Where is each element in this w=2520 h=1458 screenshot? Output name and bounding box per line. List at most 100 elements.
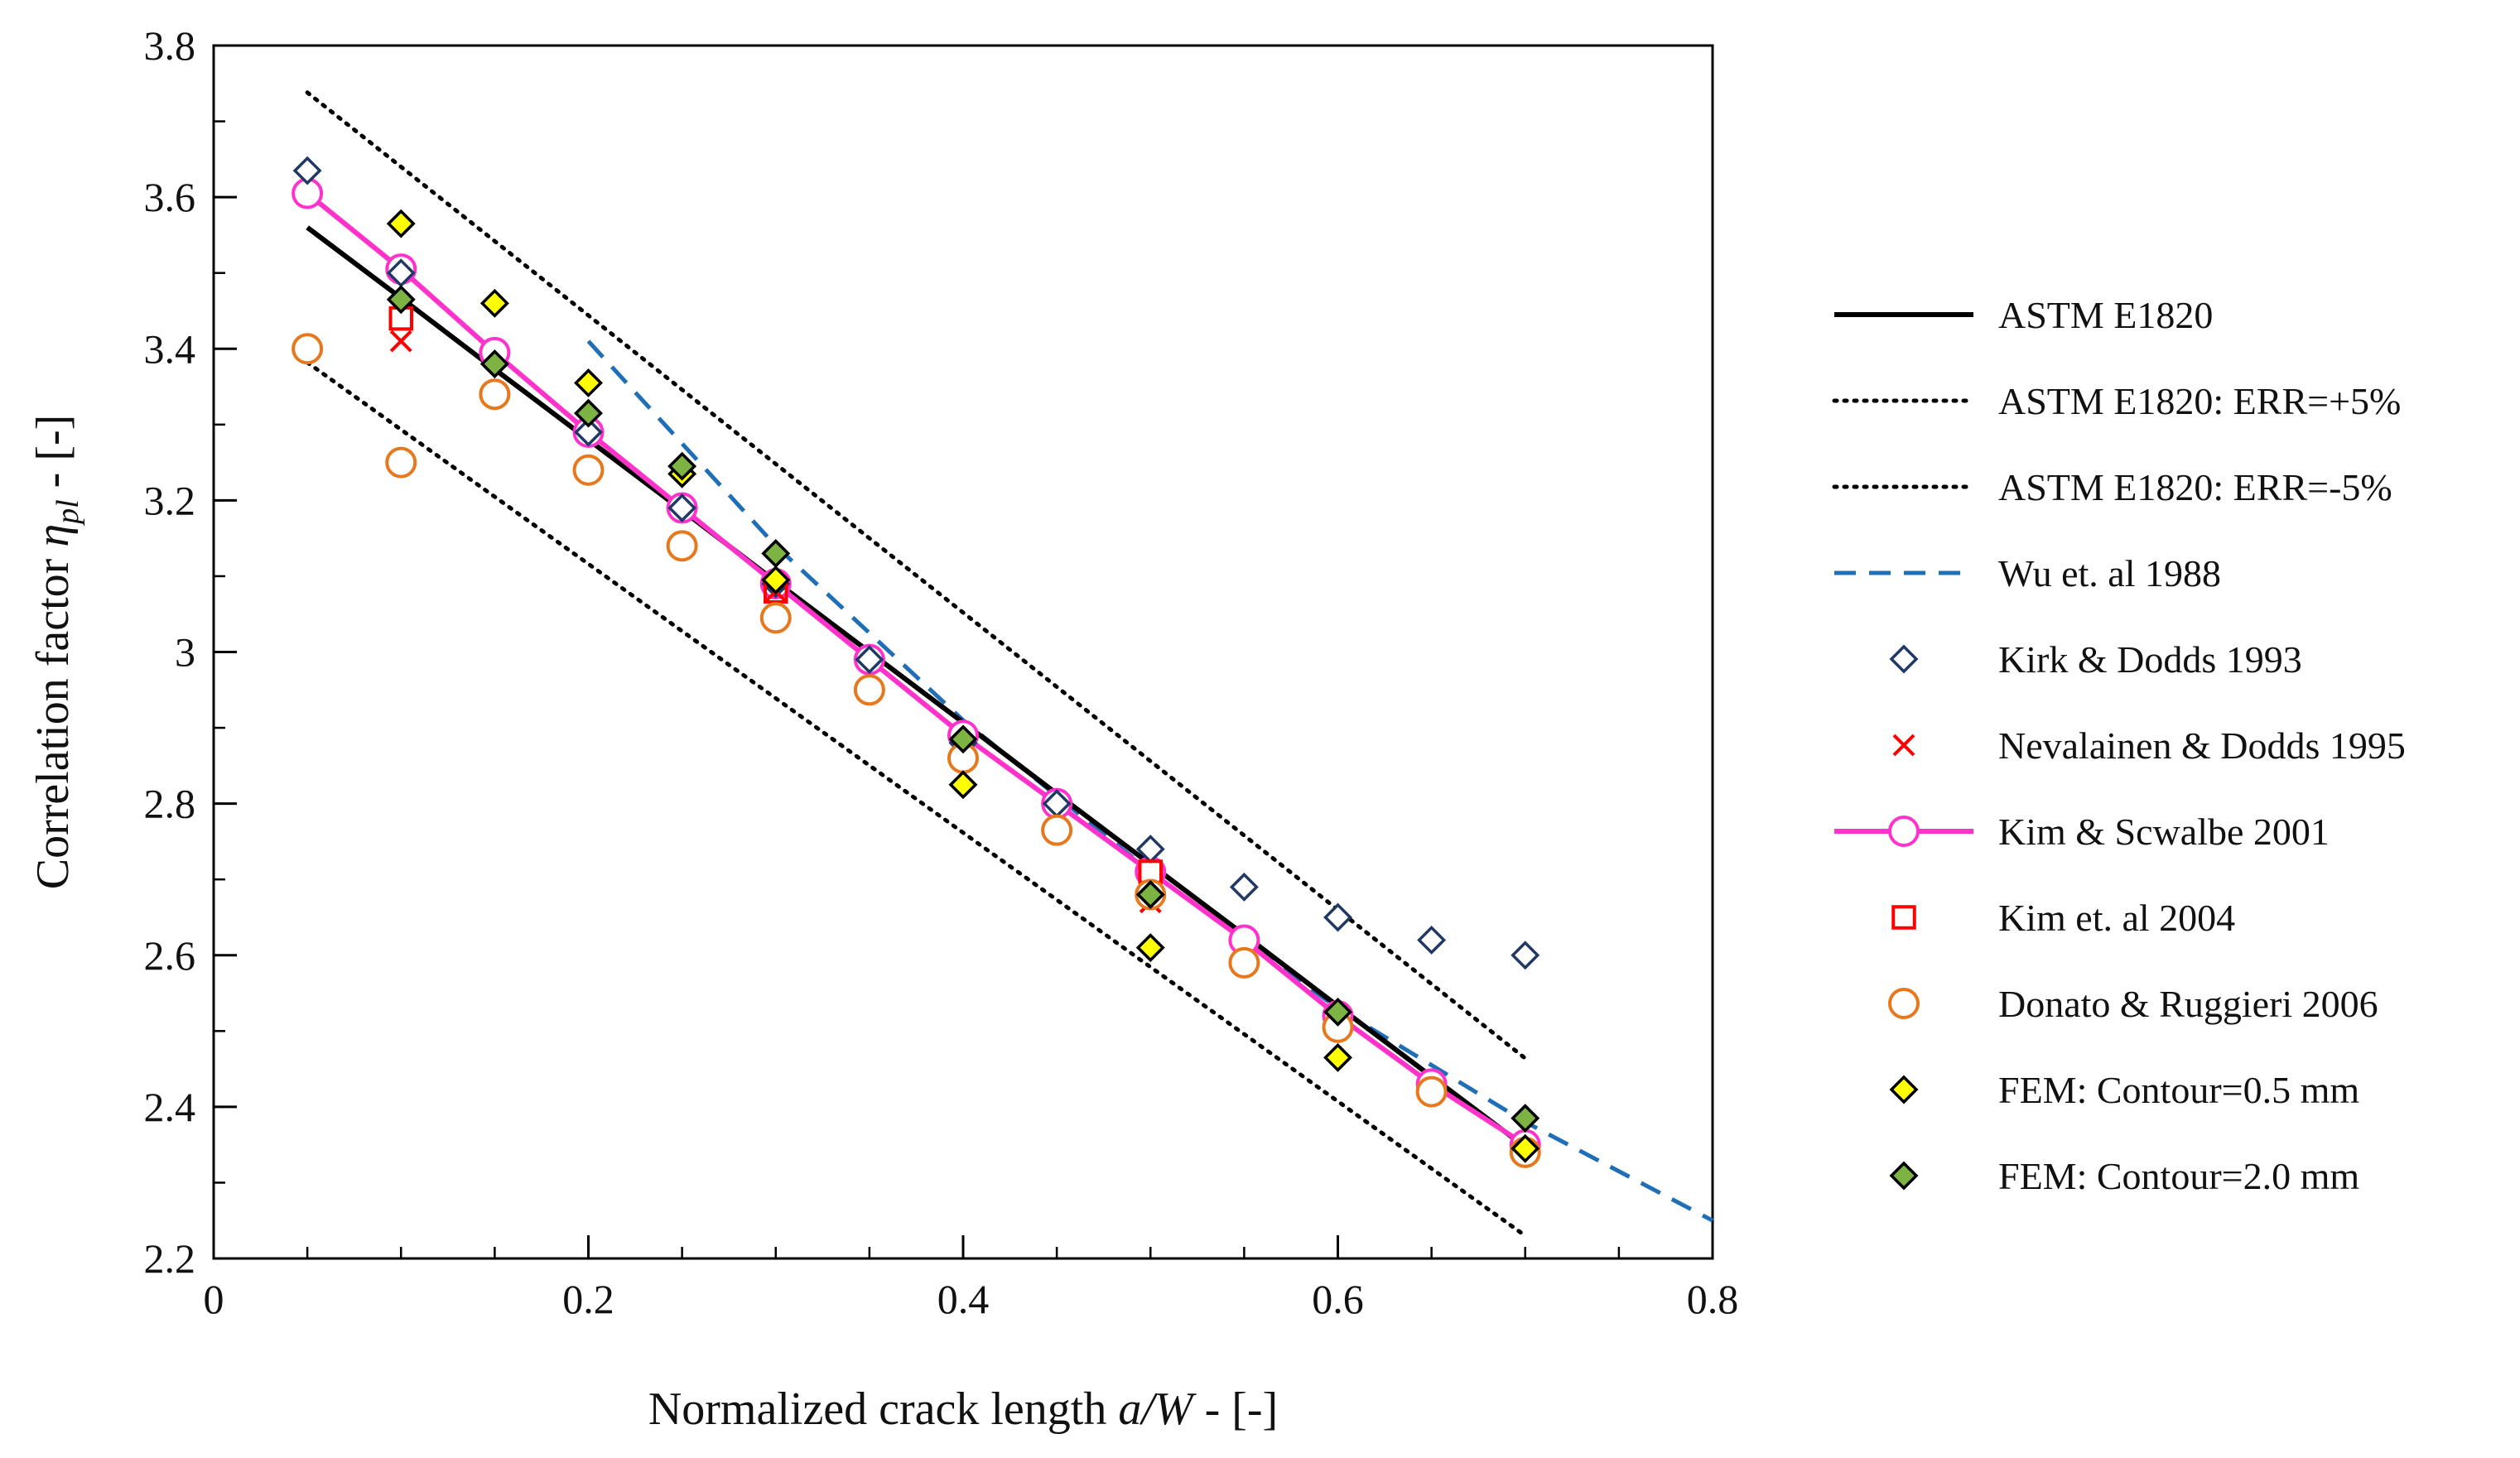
data-point [761, 565, 791, 594]
legend-item: Donato & Ruggieri 2006 [1888, 983, 2378, 1025]
plot-area [212, 44, 1714, 1260]
legend-item: Nevalainen & Dodds 1995 [1892, 724, 2406, 767]
y-axis-title-suffix: - [-] [27, 415, 79, 500]
legend-marker [1889, 644, 1919, 674]
data-point [292, 333, 324, 365]
x-tick-label: 0 [204, 1276, 224, 1322]
legend-marker [1891, 905, 1916, 930]
legend-label: ASTM E1820: ERR=-5% [1998, 466, 2392, 508]
data-point [853, 674, 885, 706]
y-tick-label: 3.6 [144, 174, 196, 220]
legend-label: Kim & Scwalbe 2001 [1998, 811, 2330, 853]
series-line [305, 90, 1528, 1061]
y-tick-label: 2.6 [144, 932, 196, 979]
y-tick-label: 2.4 [144, 1084, 196, 1130]
legend-item: ASTM E1820 [1834, 294, 2213, 336]
legend-marker [1888, 988, 1920, 1019]
data-point [385, 446, 417, 479]
legend-item: Wu et. al 1988 [1834, 552, 2221, 594]
tick-labels: 0 0.2 0.4 0.6 0.8 2.2 2.4 2.6 2.8 3 3.2 3.4 3.6 3.8 [144, 22, 1739, 1322]
data-point [572, 454, 605, 486]
data-point [948, 770, 978, 800]
data-point [479, 349, 509, 379]
x-axis-title: Normalized crack length a/W - [-] [648, 1383, 1278, 1435]
data-point [666, 530, 698, 562]
legend-label: FEM: Contour=2.0 mm [1998, 1155, 2359, 1197]
y-tick-label: 3.8 [144, 22, 196, 69]
data-point [574, 417, 603, 447]
data-point [1323, 997, 1352, 1027]
data-point [574, 368, 603, 397]
legend: ASTM E1820 ASTM E1820: ERR=+5% ASTM E1820:… [1832, 294, 2406, 1197]
series-astm-e1820-err-5 [305, 90, 1528, 1061]
legend-item: Kim et. al 2004 [1891, 897, 2235, 939]
data-point [761, 538, 791, 568]
legend-marker [1889, 1075, 1919, 1104]
x-axis-title-italic: a/W [1118, 1383, 1197, 1435]
data-point [855, 645, 884, 675]
data-point [1415, 1075, 1448, 1108]
series-line [306, 191, 1527, 1148]
y-axis-title: Correlation factor ηpl - [-] [27, 415, 85, 890]
data-point [1511, 1104, 1540, 1133]
legend-marker [1889, 1161, 1919, 1191]
legend-label: ASTM E1820: ERR=+5% [1998, 380, 2401, 422]
data-point [1135, 880, 1165, 909]
legend-label: ASTM E1820 [1998, 294, 2213, 336]
data-point [479, 288, 509, 318]
data-point [1041, 814, 1073, 846]
y-axis-title-symbol: η [27, 524, 79, 547]
legend-label: Kirk & Dodds 1993 [1998, 638, 2302, 681]
data-point [1511, 1133, 1540, 1163]
data-point [1323, 902, 1352, 932]
y-tick-label: 3.4 [144, 325, 196, 372]
data-point [948, 724, 978, 754]
series-line [305, 360, 1528, 1239]
y-tick-label: 3 [175, 629, 195, 676]
legend-item: FEM: Contour=2.0 mm [1889, 1155, 2359, 1197]
data-point [386, 285, 416, 315]
data-point [479, 378, 511, 411]
data-point [1417, 925, 1447, 955]
data-point [292, 156, 322, 185]
legend-label: Kim et. al 2004 [1998, 897, 2235, 939]
data-point [1135, 933, 1165, 963]
x-tick-label: 0.6 [1312, 1276, 1364, 1322]
x-axis-title-prefix: Normalized crack length [648, 1383, 1119, 1435]
series-layer [292, 90, 1714, 1239]
legend-item: Kirk & Dodds 1993 [1889, 638, 2302, 681]
x-tick-label: 0.2 [562, 1276, 614, 1322]
major-ticks [212, 44, 1714, 1260]
legend-item: Kim & Scwalbe 2001 [1834, 811, 2330, 853]
data-point [574, 398, 603, 428]
data-point [386, 209, 416, 238]
series-astm-e1820-err-5 [305, 360, 1528, 1239]
y-tick-label: 2.2 [144, 1235, 196, 1282]
data-point [1229, 872, 1259, 902]
data-point [667, 451, 697, 481]
series-fem-contour-2-0-mm [386, 285, 1540, 1133]
legend-marker [1888, 816, 1920, 847]
x-tick-label: 0.8 [1687, 1276, 1739, 1322]
legend-label: FEM: Contour=0.5 mm [1998, 1069, 2359, 1111]
series-line [306, 225, 1527, 1149]
x-axis-title-suffix: - [-] [1193, 1383, 1279, 1435]
data-point [667, 493, 697, 523]
data-point [1511, 941, 1540, 970]
y-axis-title-prefix: Correlation factor [27, 547, 79, 890]
x-tick-label: 0.4 [937, 1276, 990, 1322]
legend-item: ASTM E1820: ERR=+5% [1832, 380, 2401, 422]
data-point [759, 602, 792, 634]
y-tick-label: 3.2 [144, 477, 196, 523]
series-astm-e1820 [306, 225, 1527, 1149]
legend-label: Nevalainen & Dodds 1995 [1998, 724, 2406, 767]
legend-item: FEM: Contour=0.5 mm [1889, 1069, 2359, 1111]
legend-label: Wu et. al 1988 [1998, 552, 2221, 594]
data-point [1323, 1042, 1352, 1072]
y-axis-title-subscript: pl [51, 499, 85, 527]
legend-item: ASTM E1820: ERR=-5% [1832, 466, 2392, 508]
data-point [389, 330, 412, 353]
data-point [1228, 946, 1260, 979]
y-tick-label: 2.8 [144, 781, 196, 827]
